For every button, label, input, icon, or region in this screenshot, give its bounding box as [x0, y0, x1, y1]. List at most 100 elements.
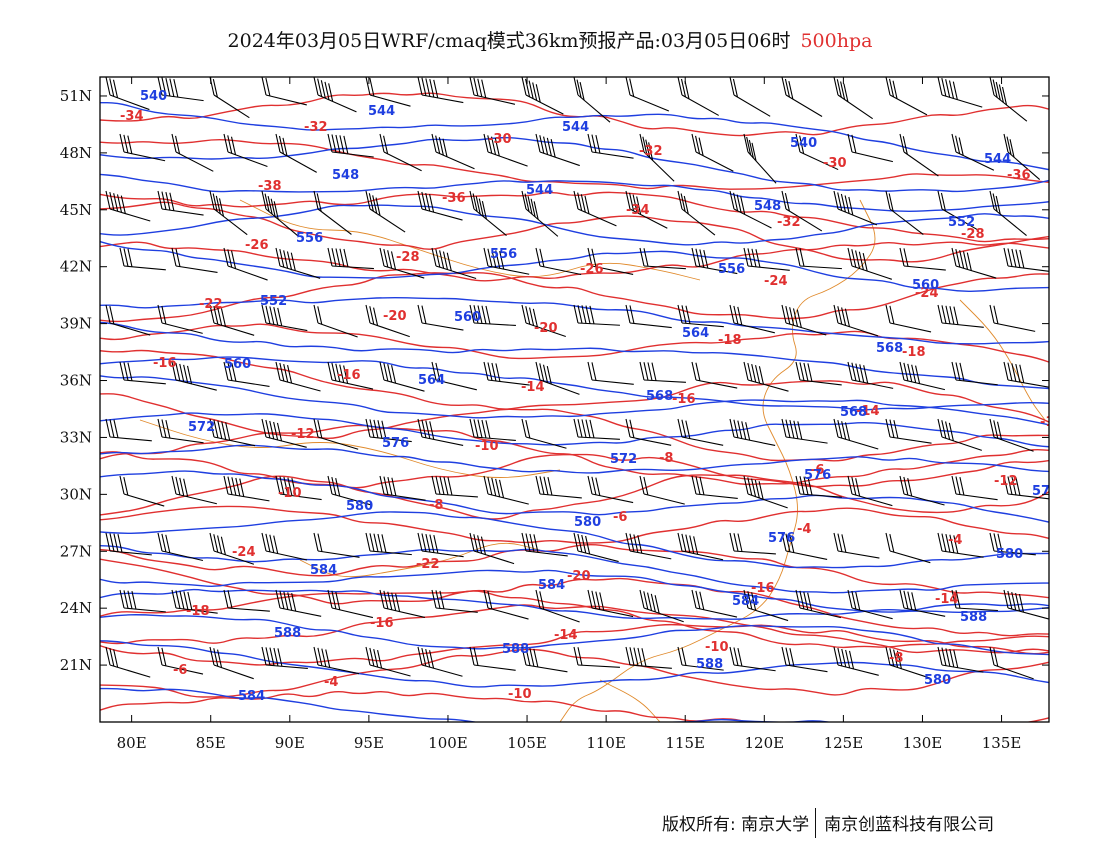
height-contour [100, 101, 1049, 171]
height-label: 544 [562, 120, 589, 135]
temperature-contour [100, 590, 1049, 649]
wind-barb [743, 475, 788, 509]
wind-barb [639, 361, 686, 383]
coastline [599, 679, 661, 722]
wind-barb [847, 247, 893, 280]
lon-tick-label: 95E [354, 734, 384, 752]
wind-barb [885, 77, 928, 116]
wind-barb [951, 247, 997, 279]
temperature-label: -20 [567, 569, 591, 584]
wind-barb [275, 247, 321, 279]
wind-barb [885, 304, 932, 333]
temperature-contour [100, 201, 1049, 263]
temperature-label: -12 [291, 427, 315, 442]
wind-barb [937, 532, 984, 558]
wind-barb [431, 475, 478, 498]
wind-barb [223, 133, 268, 167]
lat-tick-label: 21N [60, 656, 92, 674]
height-label: 568 [876, 341, 903, 356]
coastline [559, 199, 876, 722]
wind-barb [171, 361, 217, 391]
wind-barb [223, 361, 270, 387]
wind-barb [431, 133, 475, 170]
temperature-label: -36 [442, 191, 466, 206]
wind-barb [951, 133, 995, 171]
wind-barb [535, 247, 582, 276]
axis-ticks: 80E 85E 90E 95E 100E 105E 110E 115E 120E 125E 130E… [60, 77, 1049, 752]
lon-tick-label: 115E [665, 734, 705, 752]
wind-barb [157, 304, 203, 334]
temperature-label: -10 [705, 640, 729, 655]
temperature-label: -24 [232, 545, 256, 560]
wind-barb [261, 646, 308, 670]
wind-barb [951, 475, 998, 501]
temperature-contour [100, 191, 1049, 243]
temperature-label: -16 [672, 392, 696, 407]
wind-barb [261, 190, 299, 237]
temperature-contour [100, 604, 1049, 654]
wind-barb [729, 190, 772, 229]
lon-tick-label: 80E [117, 734, 147, 752]
wind-barb [587, 361, 634, 385]
wind-barb [119, 361, 166, 385]
wind-barb [795, 361, 842, 386]
temperature-label: -4 [797, 522, 811, 537]
height-contour [100, 588, 1049, 620]
wind-barb [365, 304, 410, 338]
wind-barb [899, 475, 945, 506]
wind-barb [379, 361, 425, 392]
temperature-label: -16 [751, 581, 775, 596]
copyright-left: 版权所有: 南京大学 [662, 815, 810, 835]
height-label: 548 [754, 199, 781, 214]
temperature-contour [100, 451, 1049, 489]
wind-barb [483, 133, 528, 167]
wind-barb [625, 532, 672, 560]
temperature-contours [100, 92, 1049, 722]
wind-barb [989, 190, 1027, 236]
wind-barb [223, 247, 268, 281]
title-main: 2024年03月05日WRF/cmaq模式36km预报产品:03月05日06时 [227, 30, 791, 52]
wind-barb [885, 532, 931, 564]
wind-barb [209, 190, 248, 236]
temperature-label: -4 [324, 675, 338, 690]
wind-barb [521, 532, 568, 557]
height-label: 584 [310, 563, 337, 578]
wind-barb [209, 418, 256, 447]
wind-barb [483, 247, 530, 275]
map-title: 2024年03月05日WRF/cmaq模式36km预报产品:03月05日06时 5… [0, 26, 1100, 53]
wind-barb [483, 589, 529, 620]
wind-barb [483, 361, 530, 386]
wind-barb [899, 589, 946, 617]
height-label: 576 [768, 531, 795, 546]
height-label: 580 [996, 547, 1023, 562]
height-contour [100, 173, 1049, 213]
lon-tick-label: 120E [745, 734, 785, 752]
wind-barb [677, 77, 719, 116]
wind-barb [625, 77, 670, 112]
wind-barb [379, 247, 425, 279]
wind-barb [951, 589, 998, 612]
wind-barb [119, 589, 166, 613]
temperature-contour [100, 648, 1049, 698]
temperature-label: -34 [120, 109, 144, 124]
wind-barb [989, 77, 1028, 122]
temperature-label: -24 [915, 286, 939, 301]
temperature-label: -14 [554, 628, 578, 643]
wind-barb [743, 361, 789, 392]
wind-barb [209, 646, 254, 680]
wind-barb [587, 589, 634, 618]
wind-barb [157, 190, 204, 216]
wind-barb [989, 418, 1034, 452]
temperature-contour [100, 544, 1049, 599]
temperature-label: -6 [810, 463, 824, 478]
wind-barb [535, 361, 580, 395]
wind-barb [847, 589, 893, 620]
wind-barb [157, 532, 204, 562]
wind-barb [639, 133, 675, 182]
wind-barb [847, 361, 894, 389]
lon-tick-label: 135E [982, 734, 1022, 752]
wind-barb [691, 475, 738, 499]
height-label: 584 [238, 689, 265, 704]
temperature-label: -8 [659, 451, 673, 466]
wind-barb [833, 77, 873, 120]
